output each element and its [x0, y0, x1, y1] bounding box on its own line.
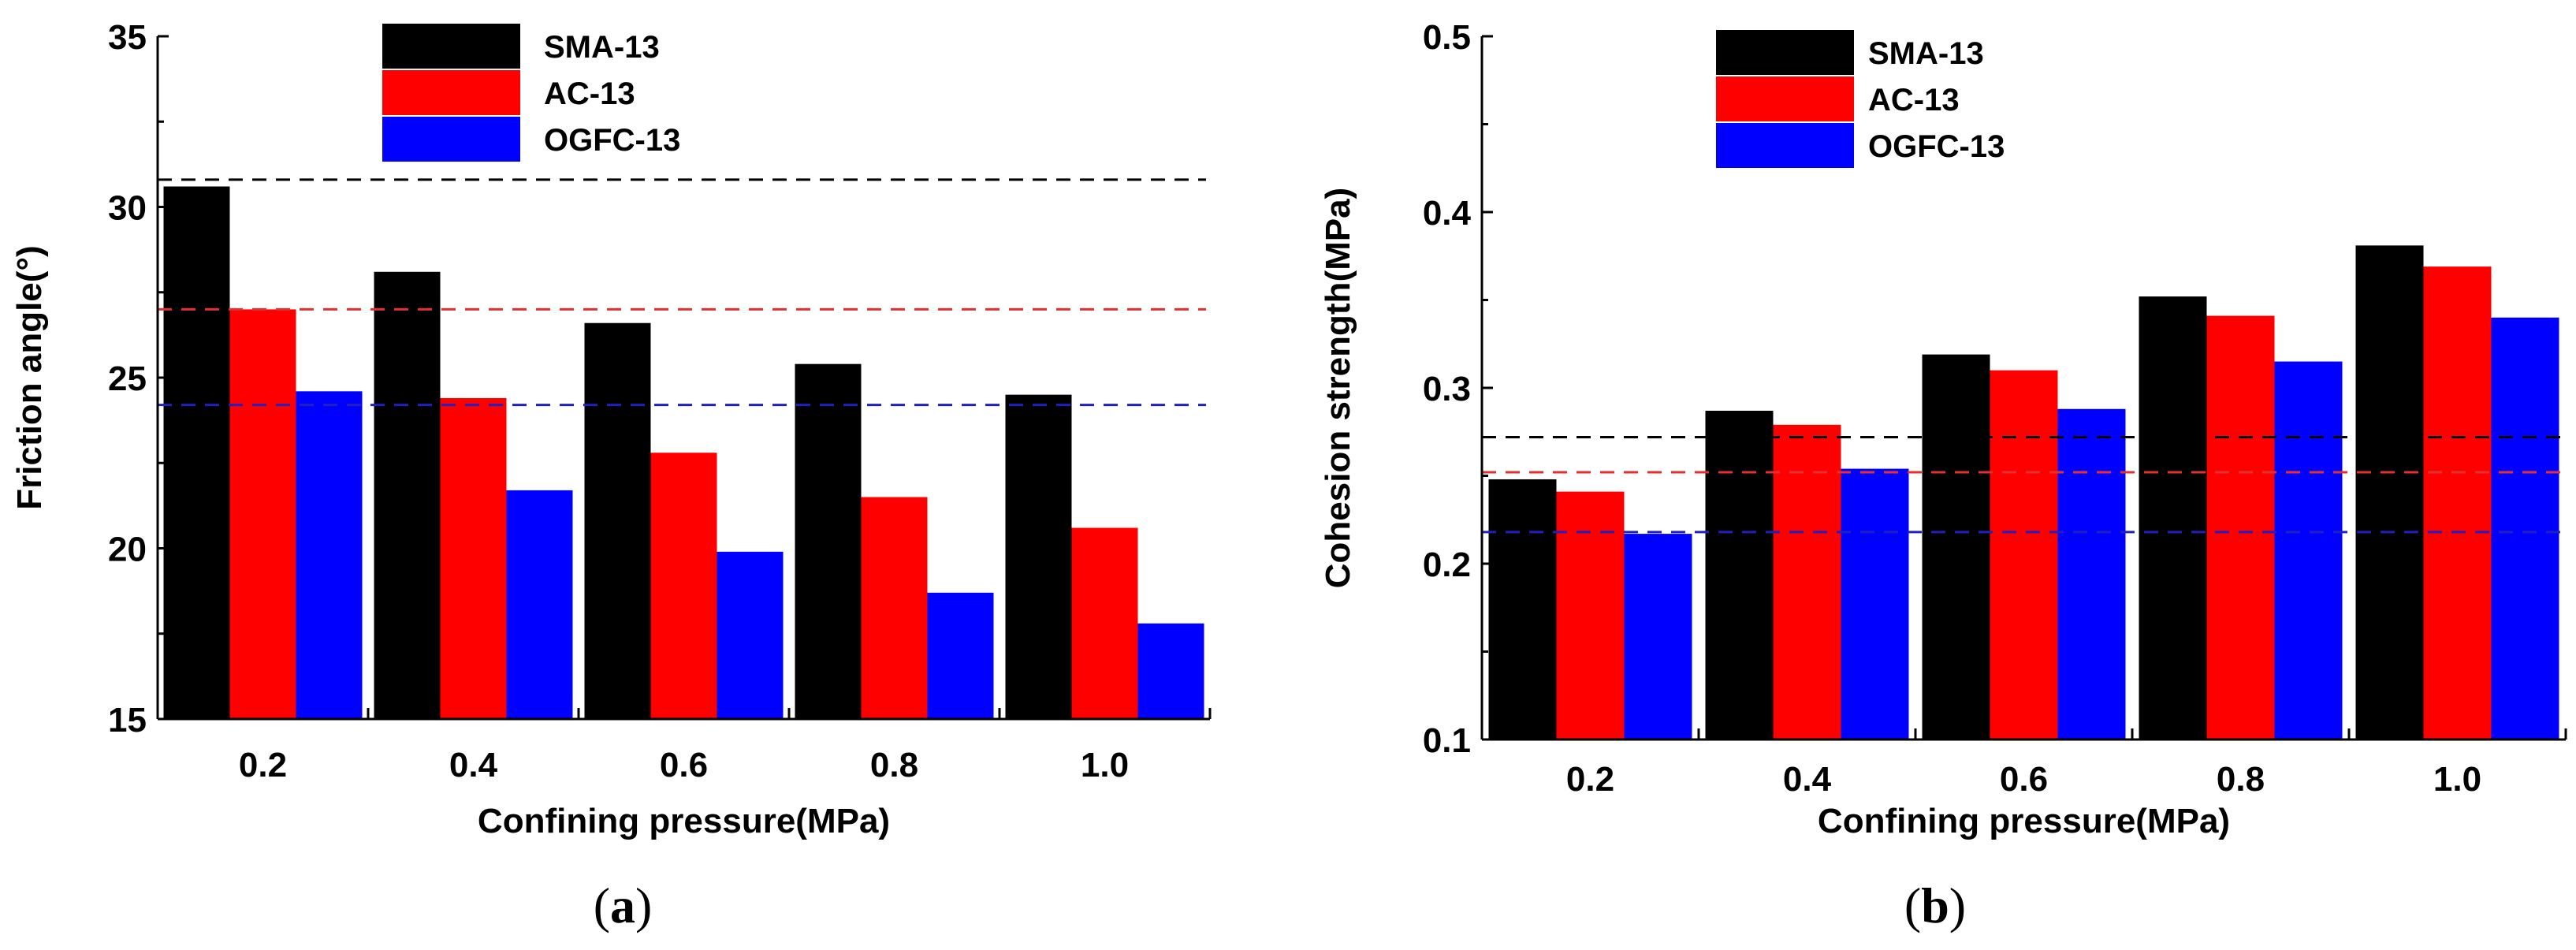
x-tick-label: 1.0	[1081, 746, 1129, 784]
legend-swatch-ogfc-13	[382, 117, 520, 162]
bar-ogfc-13-0.8	[927, 592, 994, 719]
legend-label-sma-13: SMA-13	[1868, 36, 1984, 71]
legend-swatch-sma-13	[1716, 30, 1854, 75]
y-tick-label: 0.4	[1423, 194, 1472, 233]
y-tick-label: 15	[108, 701, 147, 740]
x-tick-label: 0.2	[1566, 760, 1614, 799]
legend-swatch-ac-13	[1716, 76, 1854, 121]
x-axis-label: Confining pressure(MPa)	[478, 802, 890, 840]
bar-sma-13-0.8	[795, 363, 862, 719]
legend: SMA-13 AC-13 OGFC-13	[1716, 30, 2005, 168]
x-tick-label: 0.4	[449, 746, 498, 784]
legend-label-ac-13: AC-13	[544, 76, 635, 111]
bar-ac-13-1.0	[1071, 527, 1138, 719]
bar-ogfc-13-0.4	[506, 490, 573, 719]
x-tick-label: 0.8	[870, 746, 918, 784]
y-tick-label: 0.1	[1423, 721, 1471, 760]
y-axis-label: Friction angle(°)	[10, 245, 49, 509]
bar-ac-13-0.2	[229, 309, 296, 719]
legend-swatch-sma-13	[382, 24, 520, 69]
chart-a: 15 20 25 30 35 0.2 0.4 0.6 0.8 1.0 Confining press…	[10, 18, 1212, 933]
y-tick-label: 0.5	[1423, 18, 1471, 57]
x-tick-label: 0.6	[2000, 760, 2048, 799]
caption-letter: a	[610, 877, 635, 933]
bar-ogfc-13-0.6	[717, 551, 784, 719]
y-tick-label: 0.3	[1423, 370, 1471, 408]
y-tick-label: 20	[108, 530, 147, 568]
caption-letter: b	[1921, 877, 1949, 933]
bar-sma-13-0.6	[584, 322, 651, 719]
bar-ogfc-13-0.6	[2057, 408, 2126, 740]
bar-sma-13-1.0	[2355, 245, 2424, 740]
caption-open: (	[1904, 877, 1921, 933]
x-tick-label: 0.2	[239, 746, 287, 784]
bar-ac-13-0.6	[1990, 370, 2058, 740]
bar-ac-13-0.6	[650, 453, 717, 719]
bar-ogfc-13-0.8	[2274, 361, 2343, 740]
chart-b: 0.1 0.2 0.3 0.4 0.5 0.2 0.4 0.6 0.8 1.0 Confining …	[1319, 18, 2567, 933]
x-axis-label: Confining pressure(MPa)	[1818, 802, 2230, 840]
legend: SMA-13 AC-13 OGFC-13	[382, 24, 680, 162]
caption-close: )	[635, 877, 652, 933]
bar-sma-13-0.2	[1488, 479, 1557, 740]
y-tick-label: 25	[108, 360, 147, 398]
x-tick-label: 0.8	[2217, 760, 2265, 799]
bar-sma-13-1.0	[1005, 394, 1072, 719]
bar-ogfc-13-1.0	[1137, 623, 1204, 719]
bar-ogfc-13-0.2	[296, 391, 363, 719]
caption-open: (	[594, 877, 610, 933]
y-tick-label: 0.2	[1423, 546, 1471, 584]
legend-label-sma-13: SMA-13	[544, 30, 660, 65]
panel-caption: (b)	[1904, 877, 1966, 933]
panel-caption: (a)	[594, 877, 653, 933]
x-tick-label: 0.6	[660, 746, 708, 784]
bar-sma-13-0.2	[163, 186, 230, 719]
bar-sma-13-0.4	[374, 271, 441, 719]
y-axis-label: Cohesion strength(MPa)	[1319, 188, 1357, 588]
bar-ogfc-13-0.2	[1624, 534, 1692, 740]
legend-label-ogfc-13: OGFC-13	[1868, 129, 2005, 164]
bar-ac-13-0.2	[1556, 491, 1625, 740]
y-tick-label: 35	[108, 18, 147, 57]
bar-ac-13-0.4	[440, 397, 507, 719]
bar-ac-13-0.8	[861, 497, 928, 719]
bar-sma-13-0.4	[1705, 410, 1774, 740]
bar-ac-13-0.8	[2206, 315, 2275, 740]
x-tick-label: 1.0	[2433, 760, 2481, 799]
legend-label-ac-13: AC-13	[1868, 83, 1960, 117]
caption-close: )	[1949, 877, 1966, 933]
x-tick-label: 0.4	[1783, 760, 1832, 799]
bar-ogfc-13-0.4	[1841, 468, 1909, 740]
legend-label-ogfc-13: OGFC-13	[544, 123, 680, 158]
bar-ogfc-13-1.0	[2491, 317, 2559, 740]
legend-swatch-ac-13	[382, 70, 520, 115]
y-tick-label: 30	[108, 188, 147, 227]
bar-sma-13-0.8	[2139, 296, 2207, 740]
bar-sma-13-0.6	[1922, 354, 1990, 740]
legend-swatch-ogfc-13	[1716, 123, 1854, 168]
bar-ac-13-1.0	[2423, 266, 2492, 740]
bar-ac-13-0.4	[1773, 424, 1841, 740]
